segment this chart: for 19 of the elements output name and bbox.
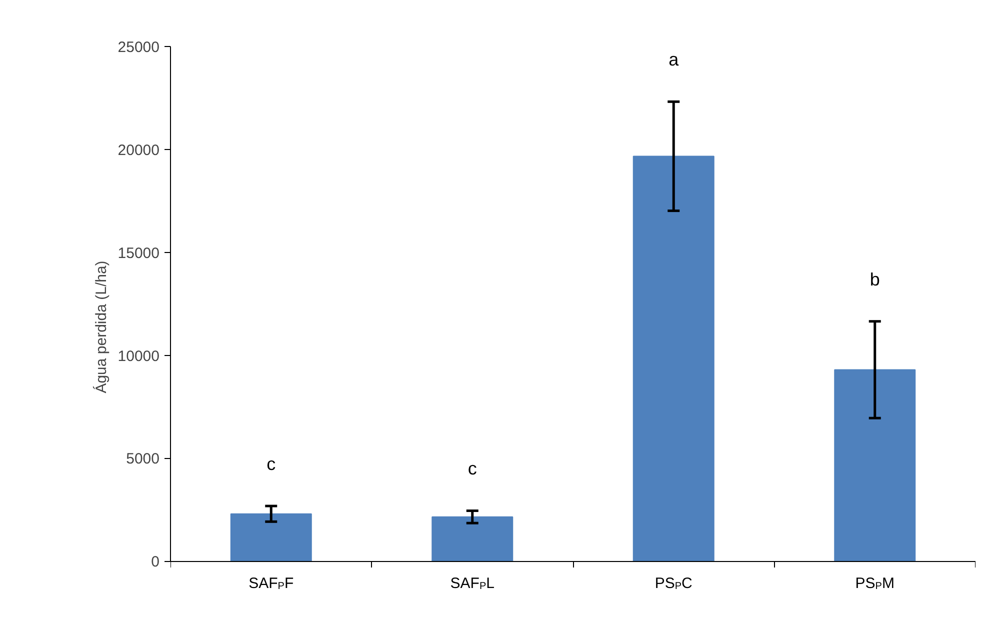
y-tick-label: 0 (151, 554, 160, 571)
annotation: c (266, 454, 276, 474)
annotation: c (468, 458, 477, 479)
y-tick-label: 25000 (118, 39, 160, 56)
bar (834, 369, 916, 562)
x-tick-label: SAFPL (450, 575, 494, 592)
y-tick-label: 10000 (118, 348, 160, 365)
y-axis-title: Água perdida (L/ha) (92, 260, 110, 394)
x-tick-label: SAFPF (248, 575, 294, 592)
x-tick-label: PSPC (654, 575, 693, 592)
bar (632, 156, 714, 562)
annotation: b (870, 269, 880, 290)
x-tick-label: PSPM (855, 575, 894, 592)
y-tick-label: 20000 (118, 142, 160, 159)
annotation: a (668, 50, 680, 70)
y-tick-label: 15000 (118, 244, 160, 262)
y-tick-label: 5000 (126, 450, 160, 468)
bar (230, 513, 312, 562)
bar (432, 516, 514, 562)
